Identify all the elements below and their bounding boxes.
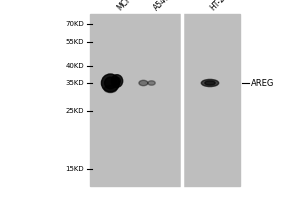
Bar (183, 14, 240, 186)
Ellipse shape (104, 85, 117, 93)
Bar (90, 14, 180, 186)
Text: 35KD: 35KD (65, 80, 84, 86)
Ellipse shape (101, 74, 119, 92)
Text: HT-29: HT-29 (208, 0, 230, 12)
Text: 70KD: 70KD (65, 21, 84, 27)
Ellipse shape (139, 80, 148, 86)
Text: 40KD: 40KD (65, 63, 84, 69)
Text: A549: A549 (152, 0, 172, 12)
Text: 15KD: 15KD (65, 166, 84, 172)
Ellipse shape (205, 81, 215, 85)
Ellipse shape (111, 75, 123, 87)
Text: 55KD: 55KD (65, 39, 84, 45)
Text: AREG: AREG (250, 78, 274, 88)
Ellipse shape (201, 79, 219, 87)
Text: MCF-7: MCF-7 (116, 0, 139, 12)
Ellipse shape (114, 77, 120, 85)
Text: 25KD: 25KD (65, 108, 84, 114)
Ellipse shape (105, 77, 116, 89)
Ellipse shape (148, 81, 155, 85)
